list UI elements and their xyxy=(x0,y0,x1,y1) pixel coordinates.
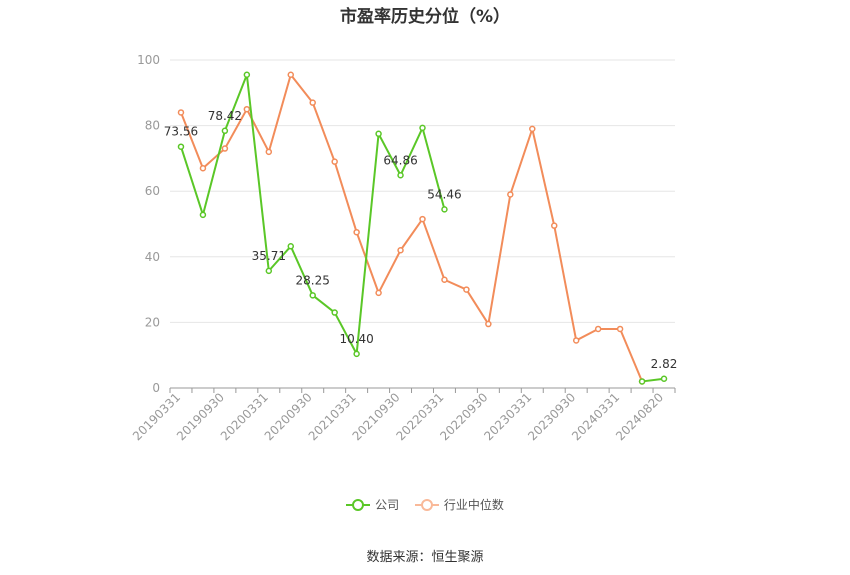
y-tick-label: 100 xyxy=(137,53,160,67)
legend-swatch-industry-median xyxy=(414,498,439,511)
data-point-industry-median xyxy=(572,337,580,344)
data-point-industry-median xyxy=(507,191,514,198)
y-tick-label: 40 xyxy=(145,250,160,264)
data-point-industry-median xyxy=(309,99,316,106)
data-point-industry-median xyxy=(485,320,492,328)
data-point-company xyxy=(638,378,646,385)
data-point-industry-median xyxy=(397,246,404,254)
data-label: 2.82 xyxy=(651,357,678,371)
data-point-company xyxy=(309,292,316,299)
data-point-company xyxy=(397,172,404,179)
data-point-company xyxy=(660,375,668,383)
data-point-industry-median xyxy=(221,145,229,152)
series-line-industry-median xyxy=(180,73,643,382)
data-point-company xyxy=(177,143,185,150)
grid-lines xyxy=(170,59,675,323)
y-axis: 0 20 40 60 80 100 xyxy=(137,53,160,395)
data-point-industry-median xyxy=(177,109,185,116)
data-point-company xyxy=(287,243,295,250)
data-label: 10.40 xyxy=(339,332,373,346)
data-label: 78.42 xyxy=(208,109,242,123)
data-labels: 73.56 78.42 35.71 28.25 10.40 64.86 54.46 2.82 xyxy=(164,109,678,371)
legend-swatch-company xyxy=(346,498,371,511)
legend-item-industry-median[interactable]: 行业中位数 xyxy=(414,496,504,513)
legend-item-company[interactable]: 公司 xyxy=(346,496,399,513)
data-source: 数据来源：恒生聚源 xyxy=(366,550,484,565)
data-point-company xyxy=(243,71,251,79)
y-tick-label: 80 xyxy=(145,119,160,133)
data-point-company xyxy=(353,350,360,358)
data-point-industry-median xyxy=(199,164,207,172)
data-point-industry-median xyxy=(375,289,382,297)
data-point-industry-median xyxy=(331,158,338,165)
data-label: 54.46 xyxy=(427,187,461,201)
data-point-industry-median xyxy=(287,71,295,79)
data-point-industry-median xyxy=(243,105,251,113)
data-point-industry-median xyxy=(441,276,448,284)
data-point-company xyxy=(199,211,207,219)
data-point-company xyxy=(441,206,448,213)
data-label: 64.86 xyxy=(383,153,417,167)
data-point-industry-median xyxy=(419,215,426,223)
data-point-company xyxy=(221,127,229,135)
data-point-company xyxy=(419,124,426,132)
data-point-industry-median xyxy=(529,125,536,133)
series-layer xyxy=(177,71,668,385)
data-point-company xyxy=(265,267,273,275)
data-point-industry-median xyxy=(616,325,624,333)
data-point-industry-median xyxy=(463,286,470,293)
data-point-company xyxy=(331,309,338,316)
y-tick-label: 20 xyxy=(145,315,160,329)
data-point-industry-median xyxy=(550,222,558,229)
x-axis: 2019033120190930202003312020093020210331… xyxy=(130,387,676,443)
data-label: 28.25 xyxy=(296,273,330,287)
legend-label-company: 公司 xyxy=(375,498,400,512)
y-tick-label: 0 xyxy=(152,381,160,395)
data-point-industry-median xyxy=(594,325,602,333)
chart-title: 市盈率历史分位（%） xyxy=(339,7,511,27)
y-tick-label: 60 xyxy=(145,184,160,198)
x-tick-label: 20240820 xyxy=(613,390,666,443)
legend-label-industry-median: 行业中位数 xyxy=(443,498,504,512)
data-point-industry-median xyxy=(353,228,360,236)
legend: 公司 行业中位数 xyxy=(0,496,850,514)
data-point-industry-median xyxy=(265,148,273,156)
data-label: 35.71 xyxy=(252,249,286,263)
data-point-company xyxy=(375,130,382,138)
series-line-company xyxy=(641,377,665,383)
data-label: 73.56 xyxy=(164,125,198,139)
